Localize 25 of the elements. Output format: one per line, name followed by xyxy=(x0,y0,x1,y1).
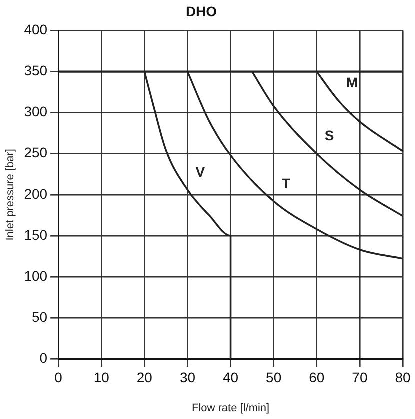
chart-title: DHO xyxy=(186,3,218,20)
series-label: V xyxy=(196,164,206,180)
y-tick-label: 200 xyxy=(24,186,48,202)
y-tick-label: 150 xyxy=(24,226,48,243)
y-tick-label: 350 xyxy=(24,62,48,79)
x-tick-label: 50 xyxy=(266,369,282,386)
series-label: S xyxy=(324,128,334,144)
y-tick-label: 100 xyxy=(24,268,48,284)
x-tick-label: 30 xyxy=(180,369,196,386)
x-tick-label: 10 xyxy=(94,369,110,386)
y-tick-label: 50 xyxy=(32,308,48,325)
y-tick-label: 0 xyxy=(40,350,48,366)
y-tick-label: 250 xyxy=(24,144,48,161)
y-tick-label: 300 xyxy=(24,104,48,120)
series-label: T xyxy=(282,175,291,192)
y-tick-label: 400 xyxy=(24,22,48,38)
x-tick-label: 0 xyxy=(54,369,63,386)
series-label: M xyxy=(346,74,358,90)
x-tick-label: 20 xyxy=(136,369,153,386)
x-tick-label: 70 xyxy=(352,369,368,386)
x-axis-title: Flow rate [l/min] xyxy=(192,402,270,414)
x-tick-label: 60 xyxy=(309,369,325,386)
y-axis-title: Inlet pressure [bar] xyxy=(4,149,17,241)
x-tick-label: 40 xyxy=(222,369,239,386)
x-tick-label: 80 xyxy=(395,369,411,386)
